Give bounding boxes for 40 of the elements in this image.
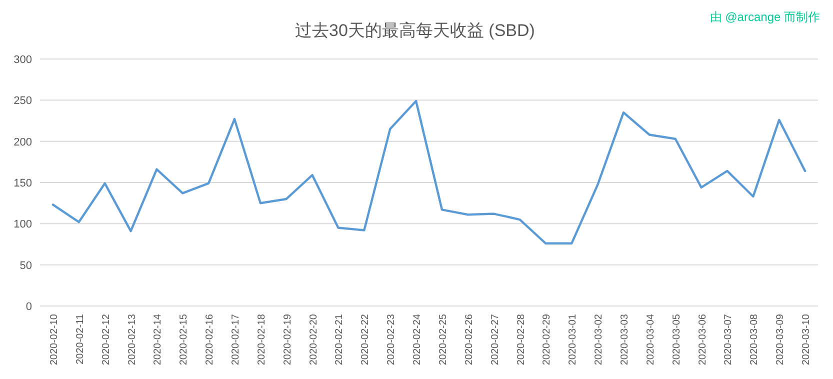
x-tick-label: 2020-03-09 xyxy=(775,314,786,366)
line-series xyxy=(52,100,806,245)
x-tick-label: 2020-02-10 xyxy=(48,314,60,366)
x-tick-label: 2020-02-17 xyxy=(230,314,242,366)
x-tick-label: 2020-03-06 xyxy=(697,314,708,366)
x-tick-label: 2020-02-14 xyxy=(152,314,164,366)
x-tick-label: 2020-02-28 xyxy=(516,314,527,366)
x-tick-label: 2020-03-02 xyxy=(594,314,605,366)
x-tick-label: 2020-02-18 xyxy=(256,314,268,366)
y-tick-label: 100 xyxy=(14,218,32,231)
x-tick-label: 2020-02-24 xyxy=(412,314,424,366)
y-tick-label: 200 xyxy=(14,136,32,148)
x-tick-label: 2020-03-03 xyxy=(620,314,630,366)
x-tick-label: 2020-02-22 xyxy=(360,314,372,366)
y-tick-label: 0 xyxy=(26,301,32,313)
x-tick-label: 2020-02-19 xyxy=(282,314,294,366)
x-tick-label: 2020-02-12 xyxy=(100,314,112,366)
x-tick-label: 2020-02-26 xyxy=(464,314,475,366)
x-tick-label: 2020-02-11 xyxy=(74,314,86,364)
x-tick-label: 2020-02-29 xyxy=(542,314,553,366)
x-tick-label: 2020-02-13 xyxy=(126,314,138,366)
text: 由 @arcange 而制作 xyxy=(710,10,820,24)
x-tick-label: 2020-02-21 xyxy=(334,314,346,366)
y-tick-label: 300 xyxy=(14,54,32,66)
x-tick-label: 2020-03-08 xyxy=(749,314,760,366)
x-tick-label: 2020-03-01 xyxy=(568,314,579,366)
y-tick-label: 150 xyxy=(14,178,32,190)
x-tick-label: 2020-02-25 xyxy=(438,314,449,366)
x-tick-label: 2020-02-20 xyxy=(308,314,320,366)
x-tick-label: 2020-02-16 xyxy=(204,314,216,366)
x-tick-label: 2020-02-23 xyxy=(386,314,398,366)
x-tick-label: 2020-03-05 xyxy=(671,314,682,366)
chart-title: 过去30天的最高每天收益 (SBD) xyxy=(295,21,535,40)
x-tick-label: 2020-02-27 xyxy=(490,314,501,366)
y-tick-label: 50 xyxy=(20,260,32,272)
x-tick-label: 2020-03-04 xyxy=(645,314,656,366)
x-tick-label: 2020-02-15 xyxy=(178,314,190,366)
y-tick-label: 250 xyxy=(14,95,32,108)
x-tick-label: 2020-03-10 xyxy=(801,314,812,366)
x-tick-label: 2020-03-07 xyxy=(723,314,734,366)
